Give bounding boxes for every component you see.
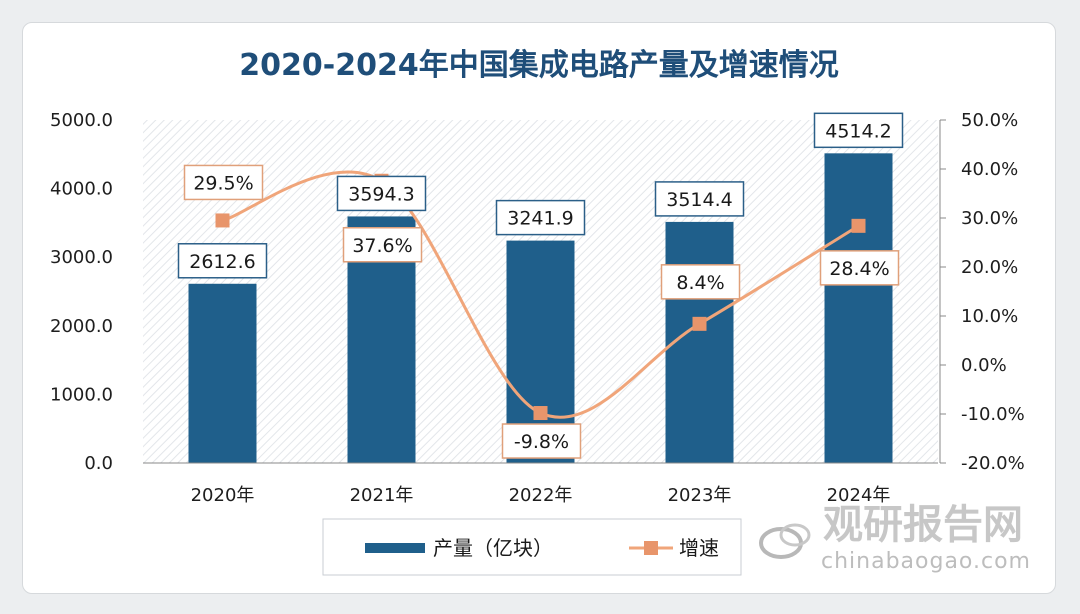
right-axis-tick-label: 0.0%: [961, 355, 1007, 376]
left-axis-tick-label: 4000.0: [50, 179, 113, 200]
right-axis-tick-label: 30.0%: [961, 208, 1018, 229]
bar: [665, 221, 734, 463]
right-axis-tick-label: 20.0%: [961, 257, 1018, 278]
bar-series: [188, 153, 893, 464]
right-axis-tick-label: 40.0%: [961, 159, 1018, 180]
watermark-name: 观研报告网: [823, 502, 1023, 548]
right-axis-tick-label: -20.0%: [961, 453, 1025, 474]
watermark-logo-icon: [759, 523, 811, 559]
bar-label-box: [336, 175, 427, 212]
left-axis-tick-label: 5000.0: [50, 110, 113, 131]
line-label-box: [342, 227, 423, 263]
legend-bar-label: 产量（亿块）: [433, 536, 553, 560]
bar: [188, 283, 257, 463]
line-label-box: [183, 164, 264, 201]
right-axis-tick-label: -10.0%: [961, 404, 1025, 425]
bar-label-box: [813, 112, 904, 149]
watermark: 观研报告网 chinabaogao.com: [759, 502, 1031, 574]
line-value-label: 29.5%: [193, 172, 253, 194]
x-axis: 2020年 2021年 2022年 2023年 2024年: [143, 462, 938, 506]
line-label-box: [660, 264, 741, 300]
watermark-url: chinabaogao.com: [821, 549, 1031, 574]
line-marker: [851, 218, 866, 233]
right-axis-tick-label: 50.0%: [961, 110, 1018, 131]
left-axis: 0.0 1000.0 2000.0 3000.0 4000.0 5000.0: [50, 110, 113, 474]
bar-label-box: [177, 243, 268, 279]
legend-bar-swatch: [365, 543, 425, 553]
left-axis-tick-label: 0.0: [84, 453, 113, 474]
left-axis-tick-label: 1000.0: [50, 384, 113, 405]
x-axis-tick-label: 2024年: [827, 485, 891, 506]
data-labels: 2612.6 3594.3 3241.9 3514.4 4514.2 29.5% 37.6%…: [177, 112, 904, 459]
line-marker: [533, 406, 548, 421]
legend: 产量（亿块） 增速: [322, 518, 742, 576]
line-value-label: -9.8%: [514, 431, 569, 453]
x-axis-tick-label: 2022年: [509, 485, 573, 506]
line-marker: [692, 316, 707, 331]
bar-value-label: 3594.3: [348, 183, 414, 205]
bar-value-label: 3241.9: [507, 208, 573, 230]
legend-line-marker: [644, 541, 658, 555]
bar-label-box: [495, 199, 586, 236]
bar-value-label: 4514.2: [825, 120, 891, 142]
x-axis-tick-label: 2020年: [191, 485, 255, 506]
line-label-box: [501, 423, 582, 459]
line-value-label: 37.6%: [352, 235, 412, 257]
x-axis-tick-label: 2023年: [668, 485, 732, 506]
line-label-box: [819, 250, 900, 286]
chart: 0.0 1000.0 2000.0 3000.0 4000.0 5000.0 -20.0%…: [50, 48, 1031, 576]
line-value-label: 28.4%: [829, 258, 889, 280]
left-axis-tick-label: 2000.0: [50, 316, 113, 337]
line-value-label: 8.4%: [676, 272, 724, 294]
right-axis-tick-label: 10.0%: [961, 306, 1018, 327]
legend-line-label: 增速: [679, 536, 719, 560]
left-axis-tick-label: 3000.0: [50, 247, 113, 268]
bar-value-label: 2612.6: [189, 251, 255, 273]
right-axis: -20.0% -10.0% 0.0% 10.0% 20.0% 30.0% 40.0% 50.0…: [939, 110, 1025, 474]
line-marker: [215, 213, 230, 228]
bar: [824, 153, 893, 464]
chart-title: 2020-2024年中国集成电路产量及增速情况: [239, 48, 838, 83]
bar-label-box: [654, 181, 745, 217]
bar-value-label: 3514.4: [666, 189, 732, 211]
x-axis-tick-label: 2021年: [350, 485, 414, 506]
chart-card: 0.0 1000.0 2000.0 3000.0 4000.0 5000.0 -20.0%…: [22, 22, 1056, 594]
